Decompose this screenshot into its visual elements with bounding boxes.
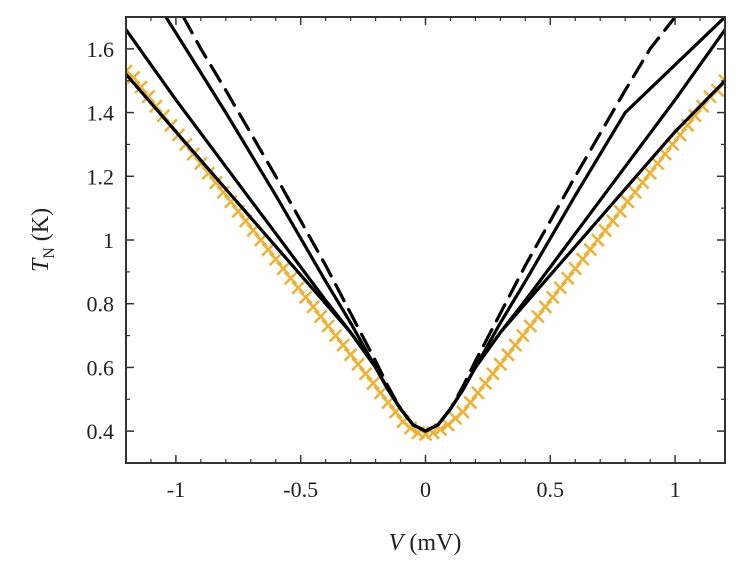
- data-point-marker: [613, 204, 628, 219]
- data-point-marker: [635, 175, 650, 190]
- data-point-marker: [126, 70, 141, 85]
- data-point-marker: [343, 347, 358, 362]
- data-point-marker: [306, 300, 321, 314]
- series-layer: [126, 17, 725, 442]
- data-point-marker: [508, 338, 523, 353]
- series-line-1: [126, 72, 725, 433]
- data-point-marker: [366, 376, 380, 391]
- data-point-marker: [583, 242, 598, 257]
- plot-frame: [125, 16, 726, 464]
- data-point-marker: [523, 319, 538, 333]
- data-point-marker: [605, 214, 620, 228]
- data-point-marker: [486, 366, 500, 381]
- x-tick-label: -0.5: [283, 477, 318, 502]
- data-point-marker: [141, 89, 156, 104]
- data-point-marker: [456, 405, 470, 419]
- data-point-marker: [478, 376, 493, 391]
- y-tick-label: 0.4: [87, 419, 115, 444]
- data-point-marker: [530, 309, 545, 324]
- y-tick-label: 1.4: [87, 101, 115, 126]
- data-point-marker: [500, 347, 515, 362]
- data-point-marker: [493, 357, 508, 372]
- x-tick-label: 0: [420, 477, 431, 502]
- data-point-marker: [471, 386, 485, 400]
- data-point-marker: [201, 166, 216, 180]
- x-tick-label: -1: [167, 477, 185, 502]
- ticks-layer: -1 -0.5 0 0.5 1 0.4 0.6 0.8 1 1.2 1.4 1.6: [87, 16, 725, 502]
- data-point-marker: [620, 194, 635, 209]
- series-line-2: [126, 28, 725, 433]
- data-point-marker: [650, 156, 665, 171]
- data-point-marker: [351, 357, 365, 372]
- x-axis-label: V (mV): [389, 530, 462, 556]
- y-tick-label: 1.2: [87, 164, 115, 189]
- data-point-marker: [538, 300, 553, 314]
- data-point-marker: [193, 156, 208, 171]
- y-tick-label: 0.6: [87, 355, 115, 380]
- x-tick-label: 0.5: [537, 477, 565, 502]
- data-point-marker: [313, 309, 328, 324]
- data-point-marker: [336, 338, 351, 353]
- data-point-marker: [545, 290, 560, 305]
- data-point-marker: [688, 108, 702, 123]
- data-point-marker: [373, 386, 388, 400]
- data-point-marker: [643, 166, 658, 180]
- y-tick-label: 0.8: [87, 292, 115, 317]
- data-point-marker: [590, 233, 605, 247]
- data-point-marker: [298, 290, 313, 305]
- data-point-marker: [463, 395, 478, 410]
- data-point-marker: [208, 175, 223, 190]
- data-point-marker: [283, 271, 298, 286]
- data-point-marker: [575, 252, 590, 266]
- data-point-marker: [321, 319, 336, 333]
- data-point-marker: [291, 280, 306, 295]
- series-markers-0: [126, 64, 725, 442]
- data-point-marker: [560, 271, 575, 286]
- data-point-marker: [276, 261, 291, 276]
- data-point-marker: [568, 261, 583, 276]
- y-tick-label: 1: [103, 228, 114, 253]
- data-point-marker: [261, 242, 276, 257]
- y-axis-label: TN (K): [28, 208, 58, 272]
- series-line-4: [181, 17, 677, 433]
- y-tick-label: 1.6: [87, 37, 115, 62]
- data-point-marker: [134, 80, 148, 94]
- data-point-marker: [328, 328, 343, 343]
- data-point-marker: [628, 185, 643, 200]
- data-point-marker: [598, 223, 613, 238]
- data-point-marker: [515, 328, 530, 343]
- x-tick-label: 1: [670, 477, 681, 502]
- data-point-marker: [553, 280, 568, 295]
- data-point-marker: [268, 252, 283, 266]
- data-point-marker: [216, 185, 231, 200]
- data-point-marker: [358, 366, 373, 381]
- data-point-marker: [695, 99, 710, 114]
